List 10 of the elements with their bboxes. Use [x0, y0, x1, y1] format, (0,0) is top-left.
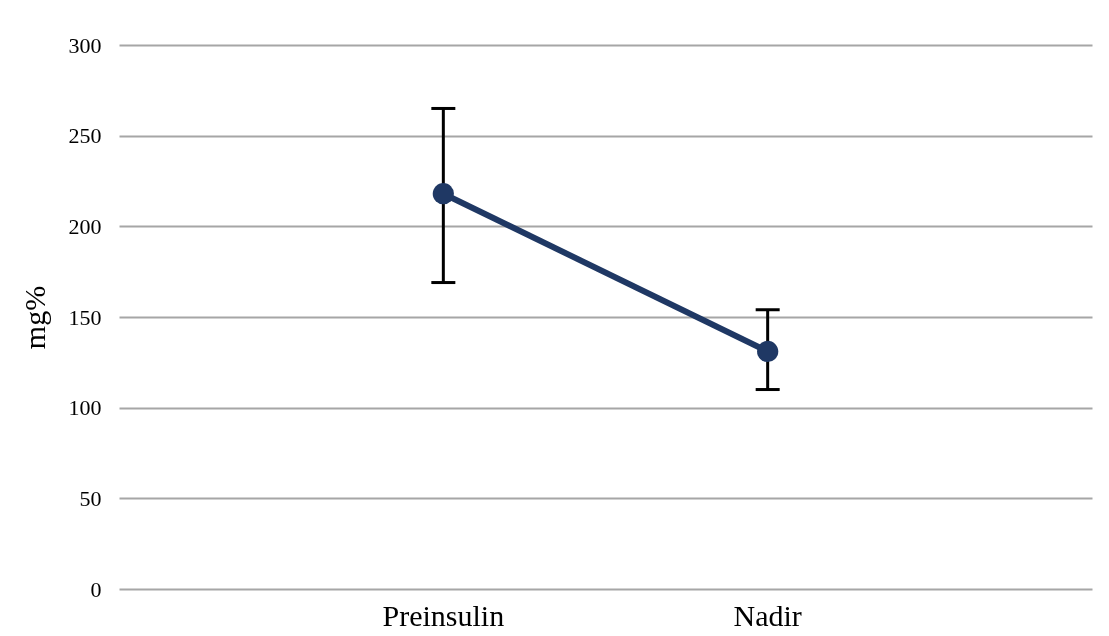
y-tick-label: 50	[79, 485, 102, 511]
y-tick-label: 100	[68, 395, 102, 421]
x-tick-label: Nadir	[733, 598, 802, 632]
y-axis-title: mg%	[17, 285, 51, 350]
y-tick-label: 0	[90, 576, 102, 602]
x-tick-label: Preinsulin	[382, 598, 505, 632]
y-tick-label: 250	[68, 123, 102, 149]
y-tick-label: 200	[68, 213, 102, 239]
y-tick-label: 300	[68, 32, 102, 58]
y-tick-label: 150	[68, 304, 102, 330]
